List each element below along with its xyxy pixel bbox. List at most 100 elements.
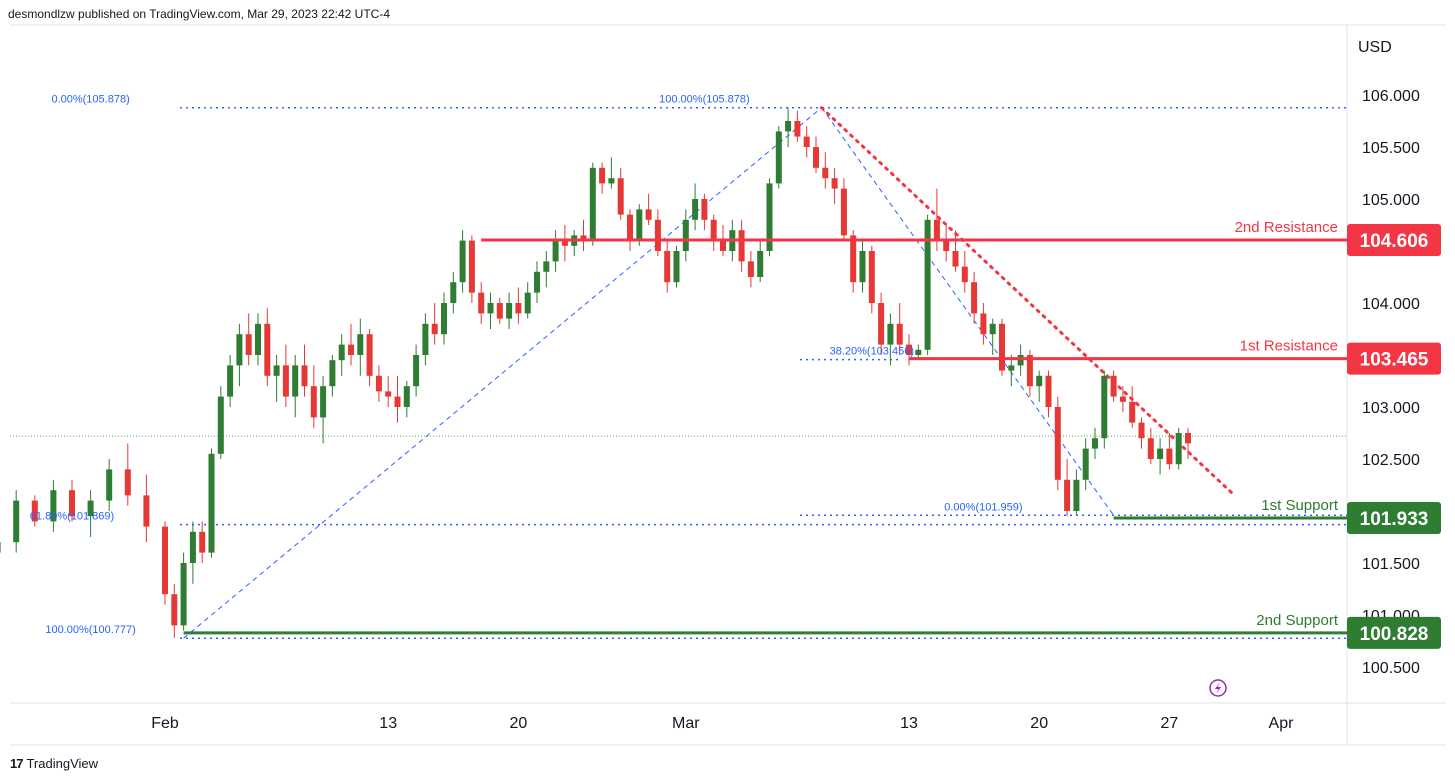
price-tick-label: 100.500	[1362, 660, 1420, 677]
candle-body	[50, 490, 57, 522]
candle-body	[747, 261, 754, 277]
candlesticks	[0, 107, 1191, 638]
candle-body	[1073, 479, 1080, 511]
candle-body	[599, 167, 606, 184]
candle-body	[1008, 365, 1015, 371]
currency-label: USD	[1358, 39, 1392, 56]
candle-body	[310, 386, 317, 418]
candle-body	[366, 334, 373, 376]
candle-body	[617, 178, 624, 215]
fib-level-label: 0.00%(105.878)	[51, 94, 129, 106]
candle-body	[1026, 355, 1033, 387]
candle-body	[831, 178, 838, 189]
candle-body	[878, 303, 885, 345]
candle-body	[199, 531, 206, 553]
fib-retracement-line	[183, 107, 822, 639]
candle-body	[1101, 375, 1108, 439]
candle-body	[794, 121, 801, 137]
candle-body	[459, 240, 466, 283]
candle-body	[124, 469, 131, 496]
support-level-name: 1st Support	[1261, 497, 1339, 514]
candle-body	[961, 266, 968, 283]
candle-body	[1119, 396, 1126, 402]
candle-body	[971, 282, 978, 314]
descending-trendline[interactable]	[820, 106, 1236, 497]
candle-body	[673, 251, 680, 283]
candle-body	[292, 365, 299, 397]
candle-body	[561, 240, 568, 246]
candle-body	[924, 219, 931, 350]
candle-body	[236, 334, 243, 366]
candle-body	[13, 500, 20, 543]
candle-body	[933, 219, 940, 241]
candle-body	[0, 542, 1, 553]
candle-body	[450, 282, 457, 303]
candle-body	[320, 386, 327, 418]
candle-body	[785, 121, 792, 132]
resistance-level-name: 1st Resistance	[1240, 338, 1338, 355]
resistance-level-name: 2nd Resistance	[1235, 219, 1338, 236]
candle-body	[822, 167, 829, 179]
candle-body	[627, 214, 633, 241]
candle-body	[589, 167, 596, 241]
candle-body	[87, 500, 94, 517]
candle-body	[543, 261, 550, 272]
fib-level-label: 0.00%(101.959)	[944, 501, 1022, 513]
candle-body	[999, 323, 1005, 371]
price-tick-label: 105.500	[1362, 140, 1420, 157]
publisher-header: desmondlzw published on TradingView.com,…	[8, 7, 390, 21]
fibonacci-labels: 0.00%(105.878) 100.00%(105.878) 38.20%(103…	[30, 94, 1023, 637]
fib-retracement-line	[821, 107, 1115, 516]
candle-body	[1110, 375, 1117, 397]
candle-body	[775, 131, 782, 184]
candle-body	[682, 219, 689, 251]
candle-body	[608, 178, 615, 184]
tradingview-brand: TradingView	[26, 756, 99, 771]
candle-body	[31, 500, 38, 522]
candle-body	[227, 365, 234, 397]
candle-body	[171, 594, 178, 626]
candle-body	[348, 344, 354, 355]
tradingview-footer[interactable]: 17 TradingView	[10, 756, 98, 771]
candle-body	[1036, 375, 1043, 387]
time-tick-label: Apr	[1269, 715, 1295, 732]
time-tick-label: 13	[379, 715, 397, 732]
candle-body	[255, 323, 261, 355]
candle-body	[989, 323, 996, 335]
candle-body	[1064, 479, 1071, 511]
support-price-badge	[1347, 501, 1441, 534]
price-axis-ticks: 100.500101.000101.500102.500103.000104.0…	[1362, 88, 1420, 677]
price-tick-label: 102.500	[1362, 452, 1420, 469]
candle-body	[478, 292, 485, 314]
candle-body	[273, 365, 280, 376]
candle-body	[915, 349, 922, 355]
candle-body	[162, 526, 168, 595]
candle-body	[1175, 433, 1182, 465]
plot-area	[10, 25, 1347, 703]
tradingview-logo-icon: 17	[10, 756, 24, 771]
resistance-price-value: 103.465	[1360, 350, 1429, 371]
resistance-price-badge	[1347, 342, 1441, 375]
candle-body	[720, 240, 726, 251]
candle-body	[208, 453, 215, 553]
candle-body	[301, 365, 308, 387]
candle-body	[422, 323, 429, 355]
candle-body	[264, 323, 271, 376]
candle-body	[887, 323, 894, 345]
candle-body	[692, 199, 699, 220]
candle-body	[943, 240, 950, 251]
candle-body	[757, 251, 764, 277]
price-tick-label: 104.000	[1362, 296, 1420, 313]
candle-body	[1045, 375, 1052, 407]
candle-body	[636, 209, 643, 241]
support-level-name: 2nd Support	[1256, 612, 1339, 629]
candle-body	[840, 188, 847, 236]
candle-body	[1092, 438, 1098, 449]
candle-body	[217, 396, 224, 454]
time-tick-label: 27	[1161, 715, 1179, 732]
candle-body	[896, 323, 903, 345]
candle-body	[515, 303, 522, 314]
lightning-icon[interactable]	[1209, 679, 1227, 697]
support-price-value: 100.828	[1360, 624, 1429, 645]
